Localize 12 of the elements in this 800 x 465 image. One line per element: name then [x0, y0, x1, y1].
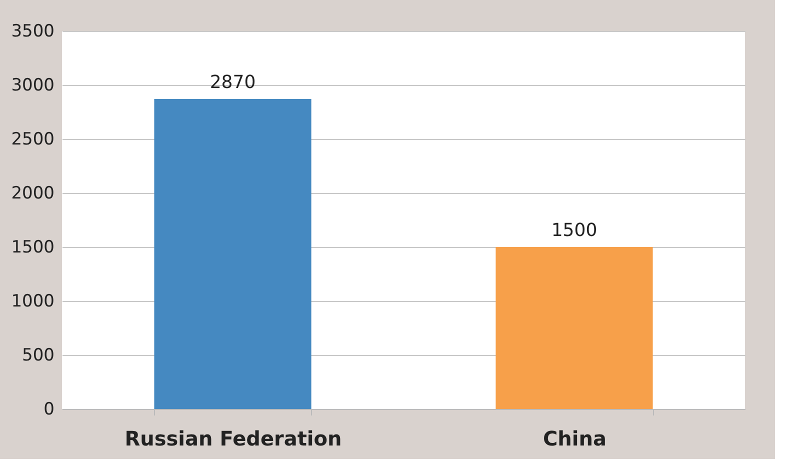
data-label: 1500 [551, 220, 598, 241]
y-tick-label: 1000 [11, 292, 54, 312]
x-tick-label: China [542, 426, 607, 450]
y-tick-label: 0 [44, 400, 54, 420]
y-tick-label: 500 [22, 346, 54, 366]
y-tick-label: 1500 [11, 238, 54, 258]
y-tick-label: 3000 [11, 76, 54, 96]
y-tick-label: 3500 [11, 22, 54, 42]
y-tick-label: 2500 [11, 130, 54, 150]
x-tick-label: Russian Federation [124, 426, 342, 450]
y-tick-label: 2000 [11, 184, 54, 204]
data-label: 2870 [210, 72, 256, 94]
